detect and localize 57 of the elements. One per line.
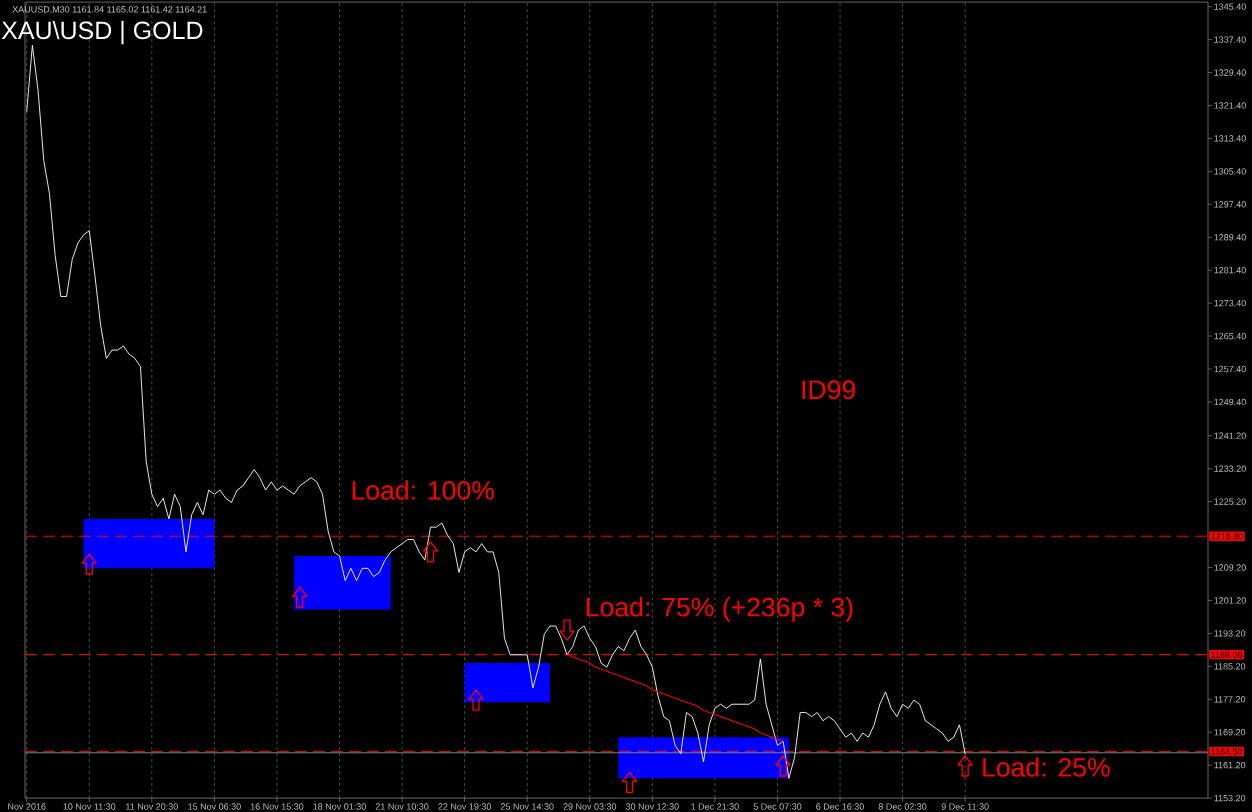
y-tick-label: 1209.20 bbox=[1214, 564, 1246, 571]
y-tick-label: 1297.40 bbox=[1214, 201, 1246, 208]
y-tick-label: 1281.40 bbox=[1214, 267, 1246, 274]
x-tick-label: 15 Nov 06:30 bbox=[188, 803, 241, 810]
x-tick-label: 1 Dec 21:30 bbox=[691, 803, 739, 810]
x-tick-label: 8 Dec 02:30 bbox=[878, 803, 927, 810]
y-tick-label: 1265.40 bbox=[1214, 332, 1246, 340]
y-tick-label: 1249.40 bbox=[1214, 398, 1246, 406]
y-tick-label: 1273.40 bbox=[1214, 299, 1246, 307]
y-tick-label: 1329.40 bbox=[1214, 69, 1246, 76]
point bbox=[468, 689, 484, 711]
y-tick-label: 1345.40 bbox=[1214, 3, 1246, 10]
y-tick-label: 1153.20 bbox=[1214, 794, 1246, 802]
y-tick-label: 1169.20 bbox=[1214, 729, 1246, 736]
y-tick-label: 1193.20 bbox=[1214, 630, 1246, 637]
x-tick-label: 10 Nov 11:30 bbox=[63, 803, 116, 810]
point bbox=[422, 541, 439, 563]
y-tick-label: 1233.20 bbox=[1214, 465, 1246, 472]
y-tick-label: 1201.20 bbox=[1214, 597, 1246, 604]
annotation: Load: 25% bbox=[983, 757, 1110, 777]
x-tick-label: 21 Nov 10:30 bbox=[375, 803, 429, 810]
ref-line-label: 1188.06 bbox=[1211, 651, 1243, 658]
y-tick-label: 1305.40 bbox=[1214, 168, 1246, 175]
y-tick-label: 1185.20 bbox=[1214, 663, 1246, 670]
text: XAU\USD | GOLD bbox=[1, 20, 203, 45]
y-tick-label: 1161.20 bbox=[1214, 761, 1246, 769]
y-tick-label: 1225.20 bbox=[1214, 498, 1246, 505]
x-tick-label: 22 Nov 19:30 bbox=[438, 803, 492, 810]
x-tick-label: Nov 2016 bbox=[8, 803, 46, 810]
point bbox=[775, 755, 791, 777]
x-tick-label: 18 Nov 01:30 bbox=[313, 803, 366, 810]
y-tick-label: 1321.40 bbox=[1214, 102, 1246, 109]
point bbox=[292, 586, 308, 608]
annotation: Load: 100% bbox=[352, 480, 494, 500]
chart-subtitle: XAUUSD,M30 1161.84 1165.02 1161.42 1164.21 bbox=[12, 6, 207, 14]
x-tick-label: 5 Dec 07:30 bbox=[753, 803, 802, 810]
y-tick-label: 1241.20 bbox=[1214, 432, 1246, 439]
point bbox=[81, 553, 97, 575]
point bbox=[559, 619, 575, 641]
point bbox=[957, 755, 973, 777]
y-tick-label: 1313.40 bbox=[1214, 135, 1246, 142]
point bbox=[621, 771, 638, 794]
y-tick-label: 1289.40 bbox=[1214, 234, 1246, 241]
ref-line-label: 1216.80 bbox=[1211, 533, 1243, 540]
x-tick-label: 29 Nov 03:30 bbox=[563, 803, 617, 810]
y-tick-label: 1337.40 bbox=[1214, 36, 1246, 43]
ref-line-label: 1164.50 bbox=[1211, 748, 1243, 755]
y-tick-label: 1177.20 bbox=[1214, 696, 1246, 703]
annotation: ID99 bbox=[802, 380, 855, 400]
x-tick-label: 16 Nov 15:30 bbox=[250, 803, 304, 810]
x-tick-label: 25 Nov 14:30 bbox=[500, 803, 554, 810]
x-tick-label: 9 Dec 11:30 bbox=[941, 803, 989, 810]
x-tick-label: 6 Dec 16:30 bbox=[816, 803, 864, 810]
x-tick-label: 11 Nov 20:30 bbox=[126, 803, 178, 810]
annotation: Load: 75% (+236p * 3) bbox=[586, 597, 853, 622]
y-tick-label: 1257.40 bbox=[1214, 365, 1246, 373]
x-tick-label: 30 Nov 12:30 bbox=[625, 803, 679, 810]
